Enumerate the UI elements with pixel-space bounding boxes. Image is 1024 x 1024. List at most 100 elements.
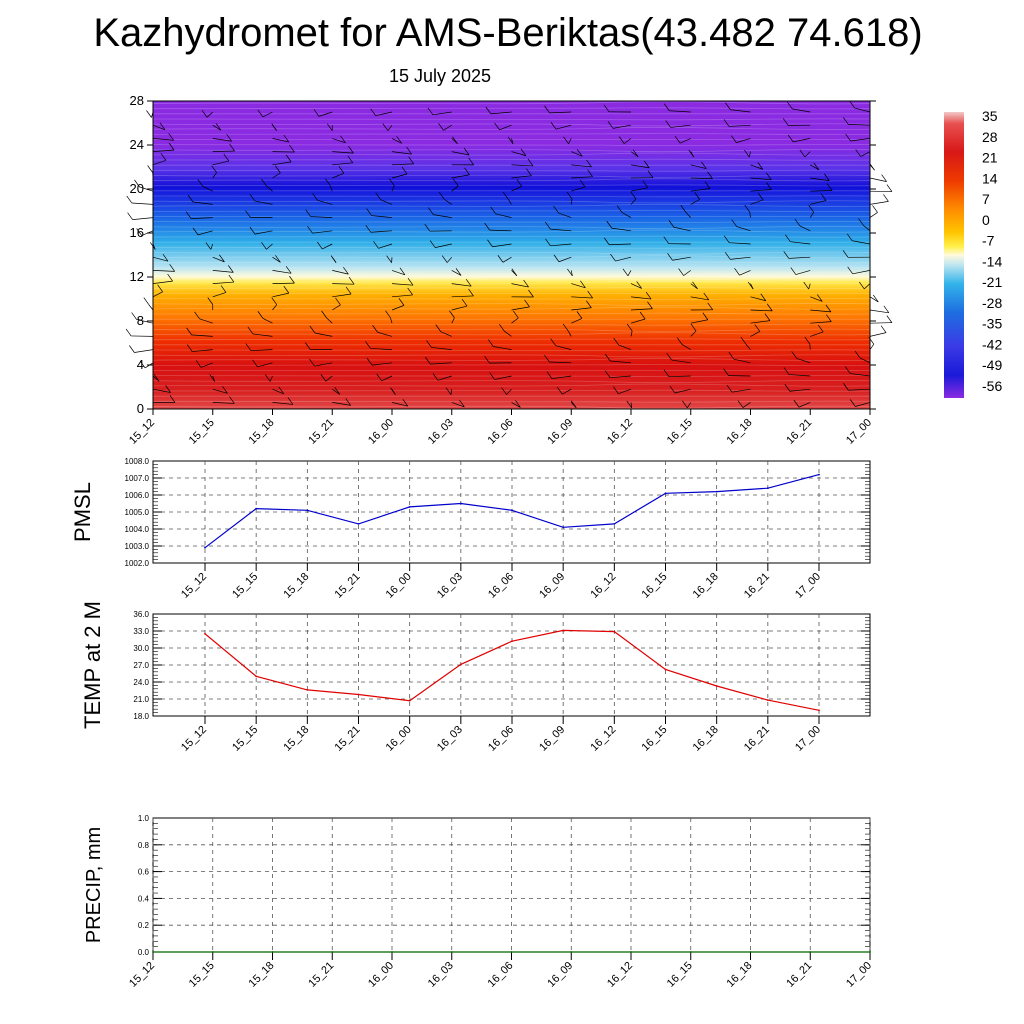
wind-barb (555, 345, 572, 350)
wind-barb (257, 362, 273, 368)
wind-barb-flag (744, 204, 751, 213)
wind-barb-flag (824, 173, 830, 181)
wind-barb-flag (304, 342, 311, 350)
wind-barb (681, 344, 691, 350)
colorbar-label: -7 (982, 233, 995, 249)
wind-barb (210, 243, 214, 250)
wind-barb (670, 124, 691, 128)
wind-barb (855, 402, 871, 407)
wind-barb-flag (726, 384, 733, 393)
wind-barb-flag (348, 145, 354, 154)
wind-barb (511, 164, 534, 167)
wind-barb-flag (249, 226, 256, 235)
wind-barb (673, 226, 691, 232)
wind-barb-flag (312, 193, 318, 201)
wind-barb-flag (665, 120, 671, 128)
wind-barb (555, 124, 572, 130)
wind-barb-flag (143, 297, 150, 305)
data-point (689, 951, 692, 953)
isotherm-line (152, 178, 871, 182)
wind-barb (869, 177, 887, 182)
x-tick-label: 16_12 (605, 960, 635, 990)
wind-barb (192, 349, 213, 352)
data-point (664, 492, 667, 495)
wind-barb-flag (402, 399, 409, 407)
wind-barb-flag (754, 324, 761, 332)
data-point (450, 951, 453, 953)
wind-barb (332, 388, 340, 395)
wind-barb-flag (642, 180, 649, 188)
x-tick-label: 16_12 (588, 724, 618, 754)
wind-barb (451, 283, 472, 287)
wind-barb-flag (692, 281, 698, 290)
wind-barb (252, 333, 273, 337)
precip-panel: 0.0 0.2 0.4 0.6 0.8 1.0 15_12 15_15 15_18 15_21 16… (83, 814, 874, 990)
y-tick-label: 1005.0 (125, 508, 150, 517)
wind-barb (199, 318, 213, 324)
wind-barb-flag (201, 110, 208, 118)
wind-barb-flag (610, 253, 616, 262)
wind-barb (254, 200, 273, 205)
wind-barb (272, 161, 292, 166)
wind-barb-flag (562, 323, 569, 332)
wind-barb (570, 270, 573, 276)
wind-barb-flag (153, 374, 160, 382)
wind-barb (212, 150, 235, 152)
wind-barb-flag (747, 281, 754, 290)
wind-barb (810, 164, 820, 171)
wind-barb-flag (663, 236, 670, 244)
wind-barb-flag (257, 109, 264, 118)
wind-barb (810, 321, 832, 324)
wind-barb (611, 227, 632, 232)
y-tick-label: 33.0 (133, 627, 149, 636)
wind-barb-flag (252, 359, 258, 368)
wind-barb-flag (187, 194, 194, 203)
wind-barb-flag (825, 304, 832, 313)
wind-barb-flag (435, 324, 442, 332)
data-point (511, 509, 513, 512)
x-tick-label: 16_03 (426, 417, 456, 447)
wind-barb-flag (271, 123, 277, 131)
wind-barb (854, 107, 871, 113)
wind-barb-flag (441, 255, 448, 263)
y-axis-label: PMSL (70, 482, 95, 542)
wind-barb-flag (399, 267, 406, 276)
data-point (766, 699, 769, 702)
data-point (664, 668, 667, 671)
wind-barb (332, 162, 353, 166)
wind-barb-flag (375, 192, 381, 200)
wind-barb-flag (278, 386, 285, 395)
x-tick-label: 15_15 (230, 724, 260, 754)
isotherm-line (152, 379, 871, 384)
wind-barb-flag (169, 395, 176, 403)
x-tick-label: 17_00 (793, 571, 823, 601)
wind-barb-flag (385, 310, 391, 318)
wind-barb-flag (366, 208, 372, 216)
wind-barb (669, 110, 691, 113)
isotherm-line (152, 203, 871, 208)
wind-barb (511, 175, 532, 179)
wind-barb-flag (289, 275, 295, 284)
pmsl-panel: 1002.0 1003.0 1004.0 1005.0 1006.0 1007.0 1008… (70, 457, 871, 601)
wind-barb (690, 319, 708, 324)
wind-barb-flag (438, 192, 445, 200)
wind-barb (618, 344, 632, 350)
wind-barb-flag (787, 134, 794, 143)
wind-barb (212, 270, 234, 273)
wind-barb-flag (309, 358, 315, 367)
wind-barb (272, 292, 289, 298)
isotherm-line (152, 225, 871, 230)
wind-barb-flag (209, 374, 215, 382)
wind-barb-flag (826, 314, 832, 322)
wind-barb (571, 283, 586, 289)
wind-barb-flag (618, 136, 625, 144)
x-tick-label: 15_12 (127, 960, 157, 990)
wind-barb (750, 199, 764, 205)
wind-barb (610, 375, 632, 379)
wind-barb (511, 306, 530, 311)
wind-barb (804, 151, 811, 158)
colorbar-label: 7 (982, 191, 990, 207)
wind-barb (571, 318, 583, 324)
wind-barb-flag (816, 294, 823, 302)
wind-barb-flag (219, 254, 225, 263)
